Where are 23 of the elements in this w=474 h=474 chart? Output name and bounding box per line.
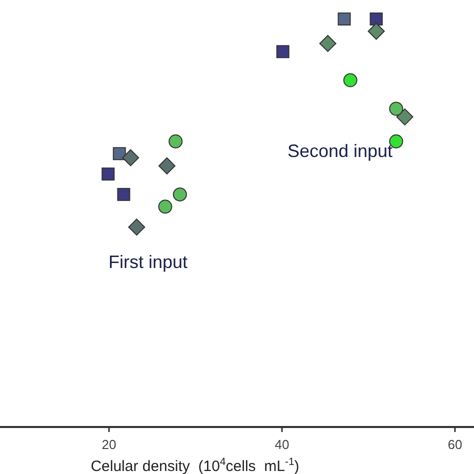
point (370, 12, 383, 26)
point (343, 73, 358, 88)
point (368, 22, 385, 40)
x-axis-title: Celular density (10$^{4}$cells mL$^{-1}$) (90, 456, 300, 474)
annotation: Second input (287, 141, 393, 161)
point (389, 102, 404, 116)
x-tick-label: 60 (448, 437, 462, 452)
point (117, 188, 130, 201)
point (158, 157, 176, 174)
x-tick-label: 20 (102, 437, 116, 452)
point (122, 149, 140, 166)
point (172, 187, 187, 202)
point (396, 108, 414, 126)
annotation: First input (108, 252, 188, 272)
point (102, 168, 115, 181)
point (128, 218, 146, 236)
x-tick-label: 40 (274, 437, 290, 452)
point (158, 200, 172, 214)
point (276, 45, 290, 58)
point (168, 134, 183, 148)
point (338, 12, 351, 26)
point (319, 34, 336, 52)
point (112, 147, 126, 160)
